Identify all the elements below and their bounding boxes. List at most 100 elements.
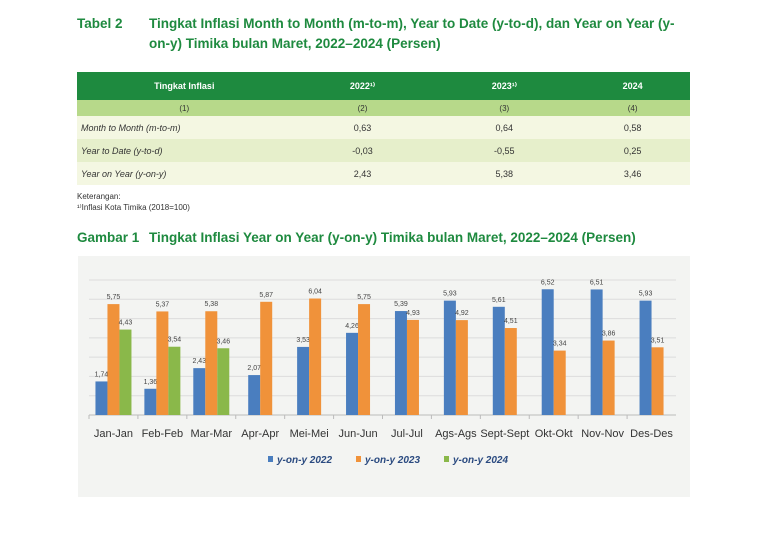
- header-cell: 2024: [575, 72, 690, 100]
- bar: [248, 375, 261, 415]
- cell: -0,03: [291, 139, 434, 162]
- data-label: 3,46: [216, 338, 230, 345]
- bar: [193, 368, 206, 415]
- inflation-table: Tingkat Inflasi 2022¹⁾ 2023¹⁾ 2024 (1) (…: [77, 72, 690, 185]
- data-label: 5,38: [204, 301, 218, 308]
- bar: [590, 289, 603, 415]
- bar: [260, 301, 273, 415]
- bar: [217, 348, 230, 415]
- bar: [406, 319, 419, 415]
- table-title-text: Tingkat Inflasi Month to Month (m-to-m),…: [149, 16, 675, 51]
- bar-chart: Jan-Jan 1,74 5,75 4,43 Feb-Feb 1,36 5,37 3,54 Ma…: [78, 256, 690, 497]
- note-text: ¹⁾Inflasi Kota Timika (2018=100): [77, 203, 190, 212]
- data-label: 1,36: [144, 379, 158, 386]
- cell: 0,25: [575, 139, 690, 162]
- category-label: Nov-Nov: [581, 428, 624, 440]
- bar: [156, 311, 169, 415]
- table-label: Tabel 2: [77, 16, 123, 31]
- table-note: Keterangan: ¹⁾Inflasi Kota Timika (2018=…: [77, 191, 190, 213]
- data-label: 4,26: [345, 323, 359, 330]
- data-label: 4,51: [504, 318, 518, 325]
- bar: [358, 304, 371, 415]
- category-label: Mar-Mar: [191, 428, 233, 440]
- cell: 3,46: [575, 162, 690, 185]
- table-row: Year on Year (y-on-y) 2,43 5,38 3,46: [77, 162, 690, 185]
- data-label: 1,74: [95, 371, 109, 378]
- bar: [443, 300, 456, 415]
- row-label: Month to Month (m-to-m): [77, 116, 292, 139]
- data-label: 6,51: [590, 279, 604, 286]
- bar: [346, 332, 359, 415]
- category-label: Feb-Feb: [142, 428, 184, 440]
- data-label: 3,86: [602, 331, 616, 338]
- bar: [168, 346, 181, 415]
- legend-swatch: [444, 456, 449, 462]
- legend-label: y-on-y 2022: [276, 455, 332, 466]
- data-label: 5,93: [443, 291, 457, 298]
- col-number: (1): [77, 100, 292, 116]
- legend-swatch: [356, 456, 361, 462]
- category-label: Jul-Jul: [391, 428, 423, 440]
- col-number: (2): [291, 100, 434, 116]
- header-cell: 2022¹⁾: [291, 72, 434, 100]
- data-label: 3,51: [651, 337, 665, 344]
- category-label: Ags-Ags: [435, 428, 477, 440]
- legend-label: y-on-y 2023: [364, 455, 420, 466]
- data-label: 2,07: [247, 365, 261, 372]
- data-label: 3,53: [296, 337, 310, 344]
- cell: 2,43: [291, 162, 434, 185]
- table-row: Month to Month (m-to-m) 0,63 0,64 0,58: [77, 116, 690, 139]
- figure-label: Gambar 1: [77, 230, 140, 245]
- legend-swatch: [268, 456, 273, 462]
- category-label: Des-Des: [630, 428, 673, 440]
- data-label: 5,93: [639, 291, 653, 298]
- note-label: Keterangan:: [77, 192, 121, 201]
- cell: 0,64: [433, 116, 576, 139]
- bar: [394, 311, 407, 415]
- bar: [541, 289, 554, 415]
- data-label: 5,87: [259, 292, 273, 299]
- data-label: 4,93: [406, 310, 420, 317]
- data-label: 3,34: [553, 341, 567, 348]
- cell: 0,58: [575, 116, 690, 139]
- row-label: Year to Date (y-to-d): [77, 139, 292, 162]
- bar: [119, 329, 132, 415]
- bar: [95, 381, 108, 415]
- data-label: 5,75: [357, 294, 371, 301]
- bar: [144, 388, 157, 415]
- data-label: 3,54: [168, 337, 182, 344]
- bar: [455, 320, 468, 415]
- figure-title-text: Tingkat Inflasi Year on Year (y-on-y) Ti…: [149, 230, 636, 245]
- data-label: 4,92: [455, 310, 469, 317]
- category-label: Apr-Apr: [241, 428, 279, 440]
- data-label: 5,75: [107, 294, 121, 301]
- data-label: 4,43: [119, 320, 133, 327]
- data-label: 5,39: [394, 301, 408, 308]
- data-label: 2,43: [192, 358, 206, 365]
- cell: 5,38: [433, 162, 576, 185]
- header-cell: Tingkat Inflasi: [77, 72, 292, 100]
- table-row: Year to Date (y-to-d) -0,03 -0,55 0,25: [77, 139, 690, 162]
- category-label: Okt-Okt: [535, 428, 573, 440]
- category-label: Jan-Jan: [94, 428, 133, 440]
- category-label: Jun-Jun: [338, 428, 377, 440]
- cell: 0,63: [291, 116, 434, 139]
- bar: [639, 300, 652, 415]
- header-cell: 2023¹⁾: [433, 72, 576, 100]
- data-label: 6,52: [541, 279, 555, 286]
- bar: [309, 298, 322, 415]
- bar: [297, 346, 310, 415]
- cell: -0,55: [433, 139, 576, 162]
- data-label: 6,04: [308, 289, 322, 296]
- bar: [107, 304, 120, 415]
- bar: [205, 311, 218, 415]
- legend-label: y-on-y 2024: [452, 455, 508, 466]
- bar: [504, 328, 517, 415]
- data-label: 5,61: [492, 297, 506, 304]
- col-number: (4): [575, 100, 690, 116]
- data-label: 5,37: [156, 301, 170, 308]
- col-number: (3): [433, 100, 576, 116]
- bar: [602, 340, 615, 415]
- bar: [553, 350, 566, 415]
- bar: [492, 306, 505, 415]
